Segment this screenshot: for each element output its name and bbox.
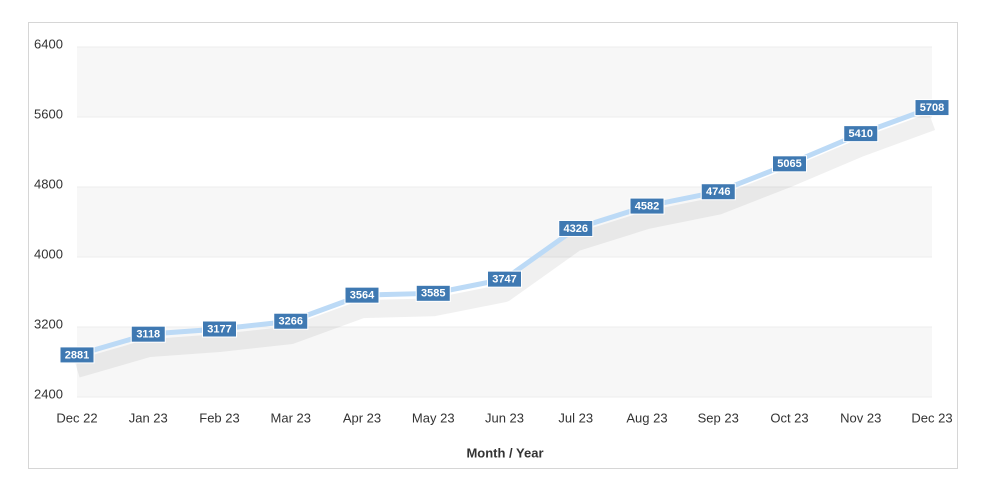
grid-band (77, 327, 932, 397)
y-tick-label: 4800 (34, 176, 63, 191)
value-label: 4326 (564, 223, 588, 235)
x-tick-label: May 23 (412, 410, 455, 425)
y-tick-label: 4000 (34, 246, 63, 261)
grid-band (77, 187, 932, 257)
value-label: 2881 (65, 349, 89, 361)
value-label: 3747 (492, 274, 516, 286)
value-label-box (558, 219, 594, 237)
x-tick-label: Jan 23 (129, 410, 168, 425)
x-tick-label: Apr 23 (343, 410, 381, 425)
x-tick-label: Dec 23 (911, 410, 952, 425)
value-label-box (344, 286, 380, 304)
value-label-box (700, 183, 736, 201)
value-label-box (843, 125, 879, 143)
x-tick-label: Aug 23 (626, 410, 667, 425)
value-label-box (273, 312, 309, 330)
value-label-box (914, 99, 950, 117)
value-label-box (202, 320, 237, 338)
x-tick-label: Oct 23 (770, 410, 808, 425)
y-tick-label: 3200 (34, 316, 63, 331)
y-tick-label: 5600 (34, 106, 63, 121)
x-axis-title: Month / Year (466, 445, 543, 460)
value-label-box (415, 284, 451, 302)
value-label: 5708 (920, 102, 944, 114)
value-label: 3266 (279, 316, 303, 328)
x-tick-label: Feb 23 (199, 410, 239, 425)
x-tick-label: Dec 22 (56, 410, 97, 425)
value-label: 3177 (207, 323, 231, 335)
value-label-box (59, 346, 95, 364)
x-tick-label: Sep 23 (698, 410, 739, 425)
value-label-box (772, 155, 807, 173)
value-label: 3118 (136, 329, 160, 341)
grid-band (77, 47, 932, 117)
x-tick-label: Nov 23 (840, 410, 881, 425)
value-label: 3564 (350, 290, 375, 302)
x-tick-label: Mar 23 (271, 410, 311, 425)
value-label: 3585 (421, 288, 445, 300)
value-label: 4746 (706, 186, 730, 198)
value-label: 5410 (849, 128, 873, 140)
value-label: 5065 (777, 158, 801, 170)
value-label: 4582 (635, 200, 659, 212)
x-tick-label: Jun 23 (485, 410, 524, 425)
value-label-box (130, 325, 166, 343)
y-tick-label: 2400 (34, 386, 63, 401)
shadow-line (74, 113, 936, 378)
value-label-box (487, 270, 522, 288)
x-tick-label: Jul 23 (558, 410, 593, 425)
value-label-box (629, 197, 665, 215)
y-tick-label: 6400 (34, 36, 63, 51)
